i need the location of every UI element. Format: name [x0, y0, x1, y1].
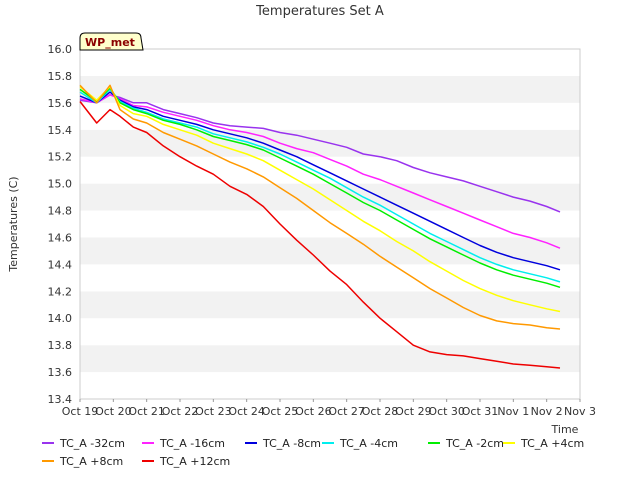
- grid-band: [80, 237, 580, 265]
- x-tick-label: Oct 24: [228, 405, 265, 418]
- grid-bands: [80, 49, 580, 399]
- legend-label: TC_A +12cm: [159, 455, 230, 468]
- y-tick-label: 14.2: [48, 285, 73, 298]
- y-tick-label: 14.8: [48, 205, 73, 218]
- legend-label: TC_A +4cm: [520, 437, 584, 450]
- y-tick-label: 13.6: [48, 366, 73, 379]
- legend-label: TC_A -8cm: [262, 437, 321, 450]
- y-tick-label: 15.0: [48, 178, 73, 191]
- y-tick-label: 14.4: [48, 258, 73, 271]
- series-line: [79, 94, 561, 213]
- grid-band: [80, 210, 580, 238]
- series-line: [79, 94, 561, 249]
- series-line: [79, 88, 561, 283]
- series-line: [79, 87, 561, 289]
- y-tick-label: 15.8: [48, 70, 73, 83]
- y-axis-label: Temperatures (C): [7, 176, 20, 272]
- y-tick-label: 15.2: [48, 151, 73, 164]
- legend-label: TC_A +8cm: [59, 455, 123, 468]
- x-tick-label: Oct 30: [428, 405, 465, 418]
- legend: TC_A -32cm TC_A -16cm TC_A -8cm TC_A -4cm TC…: [42, 437, 584, 468]
- y-tick-label: 13.4: [48, 393, 73, 406]
- x-tick-label: Oct 21: [128, 405, 165, 418]
- grid-band: [80, 291, 580, 319]
- x-axis-label: Time: [551, 423, 579, 436]
- x-tick-label: Oct 20: [95, 405, 132, 418]
- legend-label: TC_A -4cm: [339, 437, 398, 450]
- legend-label: TC_A -16cm: [159, 437, 225, 450]
- grid-band: [80, 345, 580, 373]
- x-tick-label: Oct 28: [362, 405, 399, 418]
- y-tick-label: 15.6: [48, 97, 73, 110]
- badge-shape: [79, 32, 144, 51]
- badge-label: WP_met: [85, 36, 135, 49]
- y-tick-label: 16.0: [48, 43, 73, 56]
- grid-band: [80, 318, 580, 346]
- series-lines: [79, 84, 561, 369]
- legend-label: TC_A -2cm: [445, 437, 504, 450]
- x-tick-label: Oct 19: [62, 405, 99, 418]
- series-line: [79, 101, 561, 369]
- grid-band: [80, 183, 580, 211]
- badge: WP_met: [79, 32, 144, 51]
- x-tick-label: Oct 27: [328, 405, 365, 418]
- x-tick-label: Oct 29: [395, 405, 432, 418]
- x-tick-label: Oct 22: [162, 405, 199, 418]
- grid-band: [80, 264, 580, 292]
- y-axis-ticks: 13.4 13.6 13.8 14.0 14.2 14.4 14.6 14.8 15.0 15.2…: [48, 43, 73, 406]
- y-tick-label: 15.4: [48, 124, 73, 137]
- y-tick-label: 14.6: [48, 231, 73, 244]
- x-tick-label: Nov 1: [497, 405, 529, 418]
- x-tick-label: Nov 3: [564, 405, 596, 418]
- grid-band: [80, 75, 580, 103]
- grid-band: [80, 156, 580, 184]
- y-tick-label: 13.8: [48, 339, 73, 352]
- x-tick-label: Oct 26: [295, 405, 332, 418]
- x-tick-label: Oct 31: [462, 405, 499, 418]
- series-line: [79, 91, 561, 271]
- series-line: [79, 85, 561, 313]
- x-tick-label: Oct 23: [195, 405, 232, 418]
- plot-frame: [79, 48, 581, 400]
- series-line: [79, 84, 561, 330]
- grid-band: [80, 49, 580, 76]
- legend-label: TC_A -32cm: [59, 437, 125, 450]
- y-tick-label: 14.0: [48, 312, 73, 325]
- x-tick-label: Oct 25: [262, 405, 299, 418]
- chart-title: Temperatures Set A: [255, 4, 384, 19]
- x-tick-label: Nov 2: [531, 405, 563, 418]
- grid-band: [80, 372, 580, 399]
